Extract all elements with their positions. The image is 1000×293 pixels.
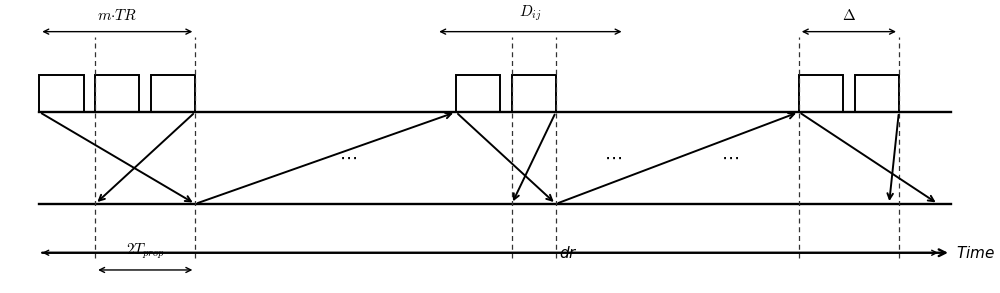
Bar: [39, 75, 84, 112]
Bar: [95, 75, 139, 112]
Text: $\it{Time}$: $\it{Time}$: [956, 245, 995, 261]
Bar: [151, 75, 195, 112]
Text: $m{\cdot}TR$: $m{\cdot}TR$: [97, 8, 137, 23]
Text: $\Delta$: $\Delta$: [842, 8, 856, 23]
Text: $\cdots$: $\cdots$: [339, 149, 357, 167]
Bar: [512, 75, 556, 112]
Text: $D_{ij}$: $D_{ij}$: [519, 4, 542, 23]
Text: $\cdots$: $\cdots$: [721, 149, 739, 167]
Text: $\cdots$: $\cdots$: [604, 149, 622, 167]
Bar: [456, 75, 500, 112]
Text: $dr$: $dr$: [559, 245, 578, 261]
Bar: [855, 75, 899, 112]
Bar: [799, 75, 843, 112]
Text: $2T_{prop}$: $2T_{prop}$: [126, 242, 165, 261]
